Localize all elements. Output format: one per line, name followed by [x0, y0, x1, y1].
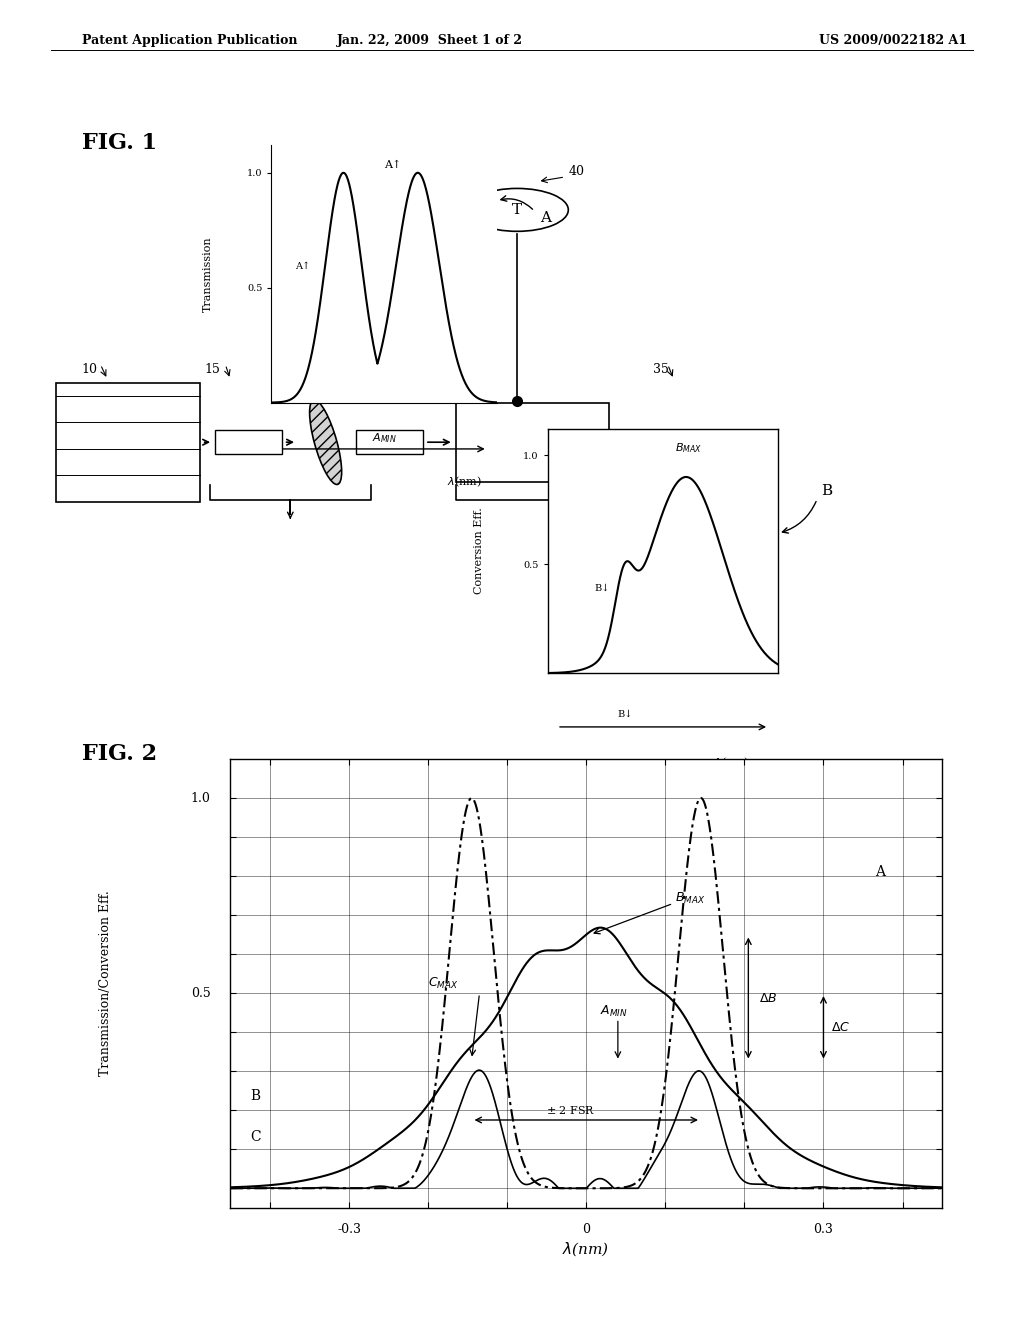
Text: A: A: [874, 865, 885, 879]
Text: 15: 15: [205, 363, 221, 376]
Text: 40: 40: [568, 165, 585, 178]
Text: 35: 35: [653, 363, 670, 376]
Bar: [215, 430, 282, 454]
Text: 0.5: 0.5: [190, 986, 211, 999]
Text: B: B: [250, 1089, 260, 1104]
Text: B: B: [821, 484, 833, 498]
Bar: [640, 430, 707, 454]
Ellipse shape: [466, 189, 568, 231]
Bar: [56, 383, 200, 502]
Text: 0: 0: [583, 1224, 590, 1236]
Bar: [356, 430, 423, 454]
Text: $\pm$ 2 FSR: $\pm$ 2 FSR: [546, 1104, 595, 1117]
Text: $\Delta C$: $\Delta C$: [831, 1020, 851, 1034]
Text: C: C: [250, 1130, 261, 1144]
Text: -0.3: -0.3: [337, 1224, 361, 1236]
Text: A↑: A↑: [295, 263, 310, 272]
Text: Jan. 22, 2009  Sheet 1 of 2: Jan. 22, 2009 Sheet 1 of 2: [337, 34, 523, 48]
Text: $A_{MIN}$: $A_{MIN}$: [372, 432, 396, 445]
Text: A↑: A↑: [384, 160, 401, 170]
Text: $\lambda$(nm): $\lambda$(nm): [447, 474, 481, 488]
Text: $\lambda$(nm): $\lambda$(nm): [714, 755, 749, 770]
Text: Conversion Eff.: Conversion Eff.: [474, 508, 483, 594]
Text: B↓: B↓: [616, 710, 633, 719]
Text: 10: 10: [82, 363, 98, 376]
Text: FIG. 2: FIG. 2: [82, 743, 157, 766]
Text: $C_{MAX}$: $C_{MAX}$: [428, 977, 459, 991]
Bar: [456, 403, 609, 482]
Text: T: T: [512, 203, 522, 216]
Text: $A_{MIN}$: $A_{MIN}$: [600, 1003, 628, 1019]
Text: 0.3: 0.3: [813, 1224, 834, 1236]
Text: Transmission: Transmission: [204, 236, 213, 312]
Text: Transmission/Conversion Eff.: Transmission/Conversion Eff.: [99, 891, 113, 1076]
Text: A: A: [540, 211, 551, 224]
Text: $\Delta B$: $\Delta B$: [759, 991, 777, 1005]
Text: $B_{MAX}$: $B_{MAX}$: [675, 891, 706, 906]
Text: FIG. 1: FIG. 1: [82, 132, 157, 154]
Text: US 2009/0022182 A1: US 2009/0022182 A1: [819, 34, 968, 48]
Text: 30: 30: [466, 363, 482, 376]
Text: 1.0: 1.0: [190, 792, 211, 804]
Ellipse shape: [309, 400, 342, 484]
Text: $B_{MAX}$: $B_{MAX}$: [675, 441, 701, 454]
Text: 20: 20: [330, 363, 346, 376]
Text: B↓: B↓: [594, 583, 609, 593]
Text: Patent Application Publication: Patent Application Publication: [82, 34, 297, 48]
Text: $\lambda$(nm): $\lambda$(nm): [562, 1241, 609, 1258]
